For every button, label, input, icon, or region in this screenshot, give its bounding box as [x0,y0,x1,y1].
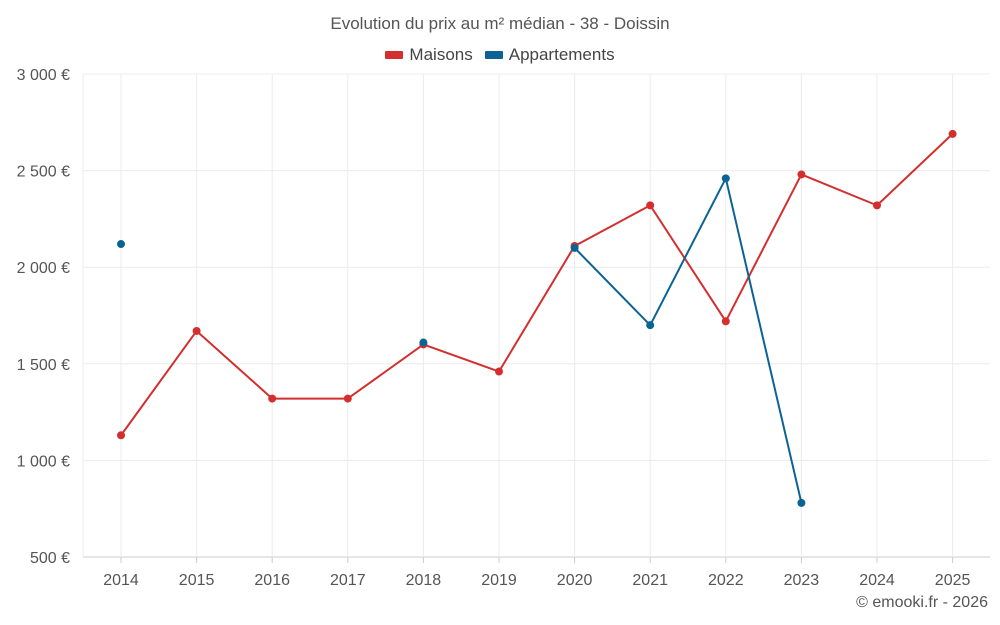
series-line-maisons [346,343,425,400]
data-point-appartements-2020 [570,243,579,252]
data-point-maisons-2015 [192,326,201,335]
series-line-maisons [120,329,198,437]
credit-text: © emooki.fr - 2026 [856,594,988,611]
x-tick-label: 2021 [632,572,668,589]
series-line-maisons [800,173,878,207]
legend-swatch-appartements [484,51,503,59]
legend-label-maisons: Maisons [409,45,473,64]
series-line-maisons [195,329,274,400]
legend-item-appartements[interactable]: Appartements [484,45,615,65]
x-tick-label: 2015 [179,572,215,589]
x-tick-label: 2016 [254,572,290,589]
x-tick-label: 2023 [784,572,820,589]
data-point-maisons-2014 [117,431,125,440]
data-point-appartements-2022 [721,174,730,183]
data-point-maisons-2023 [797,170,806,179]
x-tick-label: 2019 [481,572,517,589]
series-line-maisons [876,132,954,207]
x-tick-label: 2017 [330,572,366,589]
series-line-maisons [498,244,576,373]
x-tick-label: 2022 [708,572,744,589]
y-tick-label: 3 000 € [17,67,70,84]
y-tick-label: 2 000 € [17,260,70,277]
y-tick-label: 2 500 € [17,164,70,181]
data-point-maisons-2021 [646,201,655,210]
data-point-maisons-2017 [343,394,352,403]
data-point-appartements-2023 [797,498,806,507]
legend: Maisons Appartements [0,45,1000,65]
data-point-maisons-2019 [495,367,503,376]
data-point-maisons-2016 [268,394,277,403]
series-line-maisons [724,173,803,323]
series-line-appartements [724,177,803,504]
x-tick-label: 2018 [406,572,442,589]
series-line-appartements [573,246,652,327]
series-line-appartements [649,177,727,327]
x-tick-label: 2020 [557,572,593,589]
series-line-maisons [649,204,727,323]
data-point-maisons-2025 [948,129,957,138]
data-point-maisons-2024 [873,201,881,210]
series-line-maisons [422,343,500,373]
x-tick-label: 2014 [103,572,139,589]
x-tick-label: 2024 [859,572,895,589]
data-point-appartements-2018 [419,338,428,347]
data-point-maisons-2022 [721,317,730,326]
y-tick-label: 500 € [30,550,70,567]
legend-item-maisons[interactable]: Maisons [385,45,473,65]
legend-swatch-maisons [385,51,404,59]
data-point-appartements-2014 [117,240,125,249]
series-line-maisons [573,204,652,247]
y-tick-label: 1 000 € [17,453,70,470]
x-tick-label: 2025 [935,572,971,589]
y-tick-label: 1 500 € [17,357,70,374]
chart-title: Evolution du prix au m² médian - 38 - Do… [330,14,670,33]
data-point-appartements-2021 [646,321,655,330]
legend-label-appartements: Appartements [508,45,615,64]
